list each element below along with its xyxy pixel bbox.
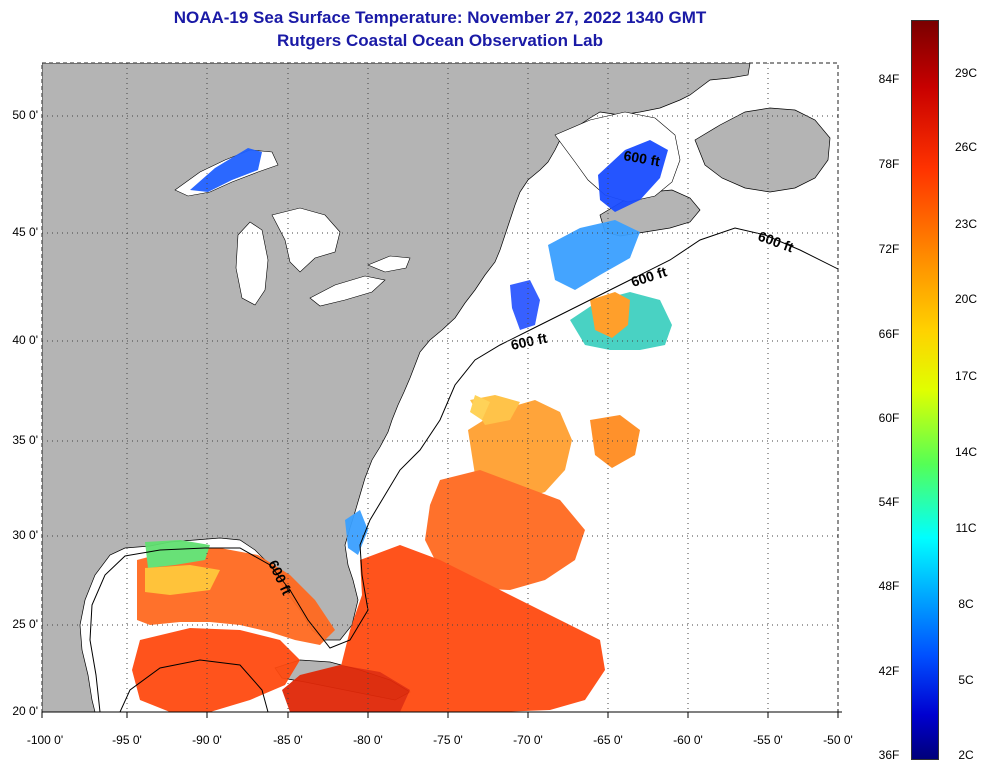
colorbar-c-label: 26C xyxy=(954,140,977,154)
lat-label: 35 0' xyxy=(12,433,38,447)
map-title: NOAA-19 Sea Surface Temperature: Novembe… xyxy=(173,8,707,27)
colorbar-f-label: 84F xyxy=(878,72,900,86)
colorbar-f-label: 72F xyxy=(878,242,900,256)
lon-label: -90 0' xyxy=(192,733,222,747)
lon-label: -100 0' xyxy=(26,733,64,747)
contour-label: 600 ft xyxy=(509,330,548,353)
sst-data xyxy=(132,140,672,712)
lon-label: -65 0' xyxy=(593,733,623,747)
contour-label: 600 ft xyxy=(622,147,661,169)
lat-label: 25 0' xyxy=(12,617,38,631)
colorbar-c-label: 17C xyxy=(954,369,977,383)
lat-label: 30 0' xyxy=(12,528,38,542)
lon-label: -85 0' xyxy=(273,733,303,747)
colorbar-c-label: 23C xyxy=(954,217,977,231)
lat-label: 20 0' xyxy=(12,704,38,718)
colorbar-f-label: 60F xyxy=(878,411,900,425)
colorbar-c-label: 14C xyxy=(954,445,977,459)
land-newfoundland xyxy=(694,107,831,193)
lon-label: -70 0' xyxy=(513,733,543,747)
colorbar-f-label: 42F xyxy=(878,664,900,678)
colorbar-c-label: 20C xyxy=(954,292,977,306)
lon-label: -50 0' xyxy=(823,733,853,747)
colorbar-f-label: 36F xyxy=(878,748,900,762)
lon-label: -80 0' xyxy=(353,733,383,747)
colorbar-c-label: 5C xyxy=(958,673,974,687)
map-subtitle: Rutgers Coastal Ocean Observation Lab xyxy=(277,31,603,50)
graticule xyxy=(42,63,838,712)
lon-label: -55 0' xyxy=(753,733,783,747)
lon-label: -95 0' xyxy=(112,733,142,747)
colorbar-c-label: 2C xyxy=(958,748,974,762)
lat-label: 45 0' xyxy=(12,225,38,239)
colorbar-f-label: 66F xyxy=(878,327,900,341)
temperature-colorbar xyxy=(911,20,939,760)
yucatan-shelf xyxy=(119,659,269,712)
colorbar-c-label: 29C xyxy=(954,66,977,80)
colorbar-c-label: 11C xyxy=(955,521,977,535)
lat-label: 50 0' xyxy=(12,108,38,122)
lat-label: 40 0' xyxy=(12,333,38,347)
colorbar-c-label: 8C xyxy=(958,597,974,611)
colorbar-f-label: 48F xyxy=(878,579,900,593)
colorbar-f-label: 54F xyxy=(878,495,900,509)
colorbar-f-label: 78F xyxy=(878,157,900,171)
lon-label: -75 0' xyxy=(433,733,463,747)
lon-label: -60 0' xyxy=(673,733,703,747)
depth-contour-600ft xyxy=(89,227,838,712)
